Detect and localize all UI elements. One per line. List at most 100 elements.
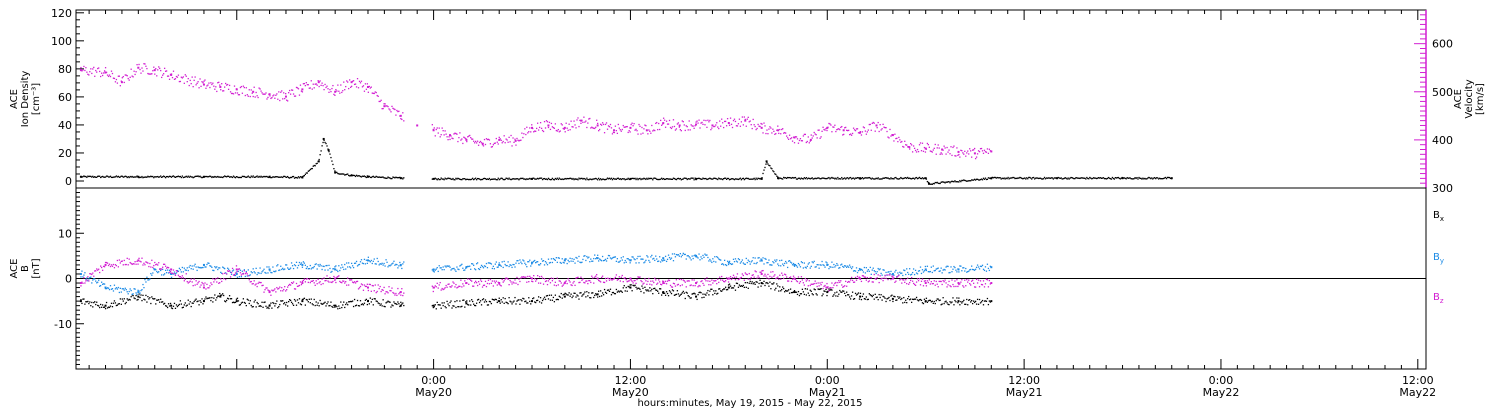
density-series-sample — [1112, 177, 1115, 180]
bz-series-sample — [780, 278, 782, 280]
by-series-sample — [395, 263, 397, 266]
by-series-sample — [565, 258, 567, 260]
bz-series-sample — [401, 288, 403, 290]
by-series-sample — [872, 267, 874, 269]
velocity-series-sample — [723, 120, 726, 123]
velocity-series-sample — [876, 127, 878, 129]
bz-series-sample — [877, 274, 879, 276]
velocity-series-sample — [377, 95, 379, 97]
bx-series-sample — [771, 283, 773, 285]
bx-series-sample — [873, 298, 875, 300]
bx-series-sample — [238, 304, 241, 306]
bz-series-sample — [810, 283, 812, 285]
bx-series-sample — [584, 291, 586, 293]
by-series-sample — [636, 257, 638, 260]
bx-series-sample — [718, 288, 720, 290]
density-series-sample — [349, 175, 351, 177]
by-series-sample — [457, 268, 459, 270]
bx-series-sample — [314, 304, 316, 307]
bx-series-sample — [568, 292, 570, 294]
density-series-sample — [318, 158, 320, 161]
density-series-sample — [602, 178, 605, 180]
velocity-series-sample — [346, 80, 348, 82]
bz-series-sample — [963, 286, 965, 288]
density-series-sample — [709, 177, 711, 179]
by-series-sample — [945, 266, 947, 268]
density-series-sample — [1104, 177, 1107, 180]
density-series-sample — [773, 171, 775, 173]
bx-series-sample — [446, 300, 448, 303]
bx-series-sample — [351, 300, 354, 302]
density-series-sample — [667, 178, 670, 180]
bz-series-sample — [232, 274, 235, 276]
density-series-sample — [1127, 177, 1129, 179]
bz-series-sample — [764, 273, 766, 275]
bz-series-sample — [878, 281, 880, 284]
by-series-sample — [499, 264, 501, 266]
bz-series-sample — [200, 284, 202, 286]
bx-series-sample — [853, 297, 856, 300]
by-series-sample — [258, 272, 260, 274]
by-series-sample — [629, 262, 631, 264]
by-series-sample — [199, 266, 201, 269]
bx-series-sample — [550, 294, 553, 296]
bx-series-sample — [848, 294, 850, 296]
density-series-sample — [322, 141, 324, 144]
bz-series-sample — [932, 282, 934, 285]
bx-series-sample — [90, 305, 92, 307]
density-series-sample — [454, 179, 456, 181]
by-series-sample — [607, 254, 610, 257]
b-tick-label: 10 — [58, 227, 72, 240]
density-series-sample — [1084, 177, 1086, 179]
by-series-sample — [677, 254, 680, 256]
density-series-sample — [562, 178, 564, 181]
bx-series-sample — [322, 303, 324, 305]
density-series-sample — [658, 178, 660, 181]
bz-series-sample — [907, 277, 909, 279]
bz-series-sample — [439, 281, 441, 284]
bz-series-sample — [347, 277, 349, 279]
bx-series-sample — [476, 299, 479, 301]
velocity-series-sample — [989, 150, 992, 152]
density-series-sample — [961, 179, 963, 182]
by-series-sample — [534, 259, 536, 262]
bx-series-sample — [384, 306, 386, 308]
by-series-sample — [910, 273, 913, 276]
by-series-sample — [848, 266, 850, 268]
bz-series-sample — [363, 284, 366, 286]
bz-series-sample — [558, 280, 560, 282]
bz-series-sample — [311, 280, 313, 282]
velocity-series-sample — [179, 80, 182, 83]
velocity-series-sample — [153, 66, 155, 68]
bz-series-sample — [865, 279, 868, 281]
bz-series-sample — [793, 278, 796, 280]
bz-series-sample — [834, 282, 836, 284]
bx-series-sample — [80, 299, 82, 301]
by-series-sample — [592, 260, 594, 262]
density-series-sample — [615, 178, 618, 180]
density-series-sample — [650, 177, 652, 179]
bz-series-sample — [789, 276, 792, 278]
by-series-sample — [217, 268, 219, 271]
velocity-series-sample — [782, 128, 784, 130]
by-series-sample — [299, 263, 302, 265]
bz-series-sample — [930, 281, 932, 283]
bx-series-sample — [497, 300, 499, 302]
bx-series-sample — [115, 304, 118, 307]
bx-series-sample — [797, 290, 800, 293]
by-series-sample — [96, 282, 98, 284]
density-series-sample — [1164, 176, 1167, 179]
bz-series-sample — [685, 286, 687, 288]
bx-series-sample — [154, 298, 156, 300]
bx-series-sample — [801, 288, 804, 290]
bz-series-sample — [505, 277, 507, 279]
bx-series-sample — [344, 306, 346, 309]
velocity-series-sample — [955, 155, 957, 157]
by-series-sample — [835, 264, 837, 267]
velocity-series-sample — [88, 74, 90, 76]
velocity-series-sample — [746, 118, 748, 120]
bz-series-sample — [641, 280, 643, 283]
bz-series-sample — [740, 276, 743, 279]
bx-series-sample — [236, 297, 239, 299]
by-series-sample — [167, 272, 170, 274]
